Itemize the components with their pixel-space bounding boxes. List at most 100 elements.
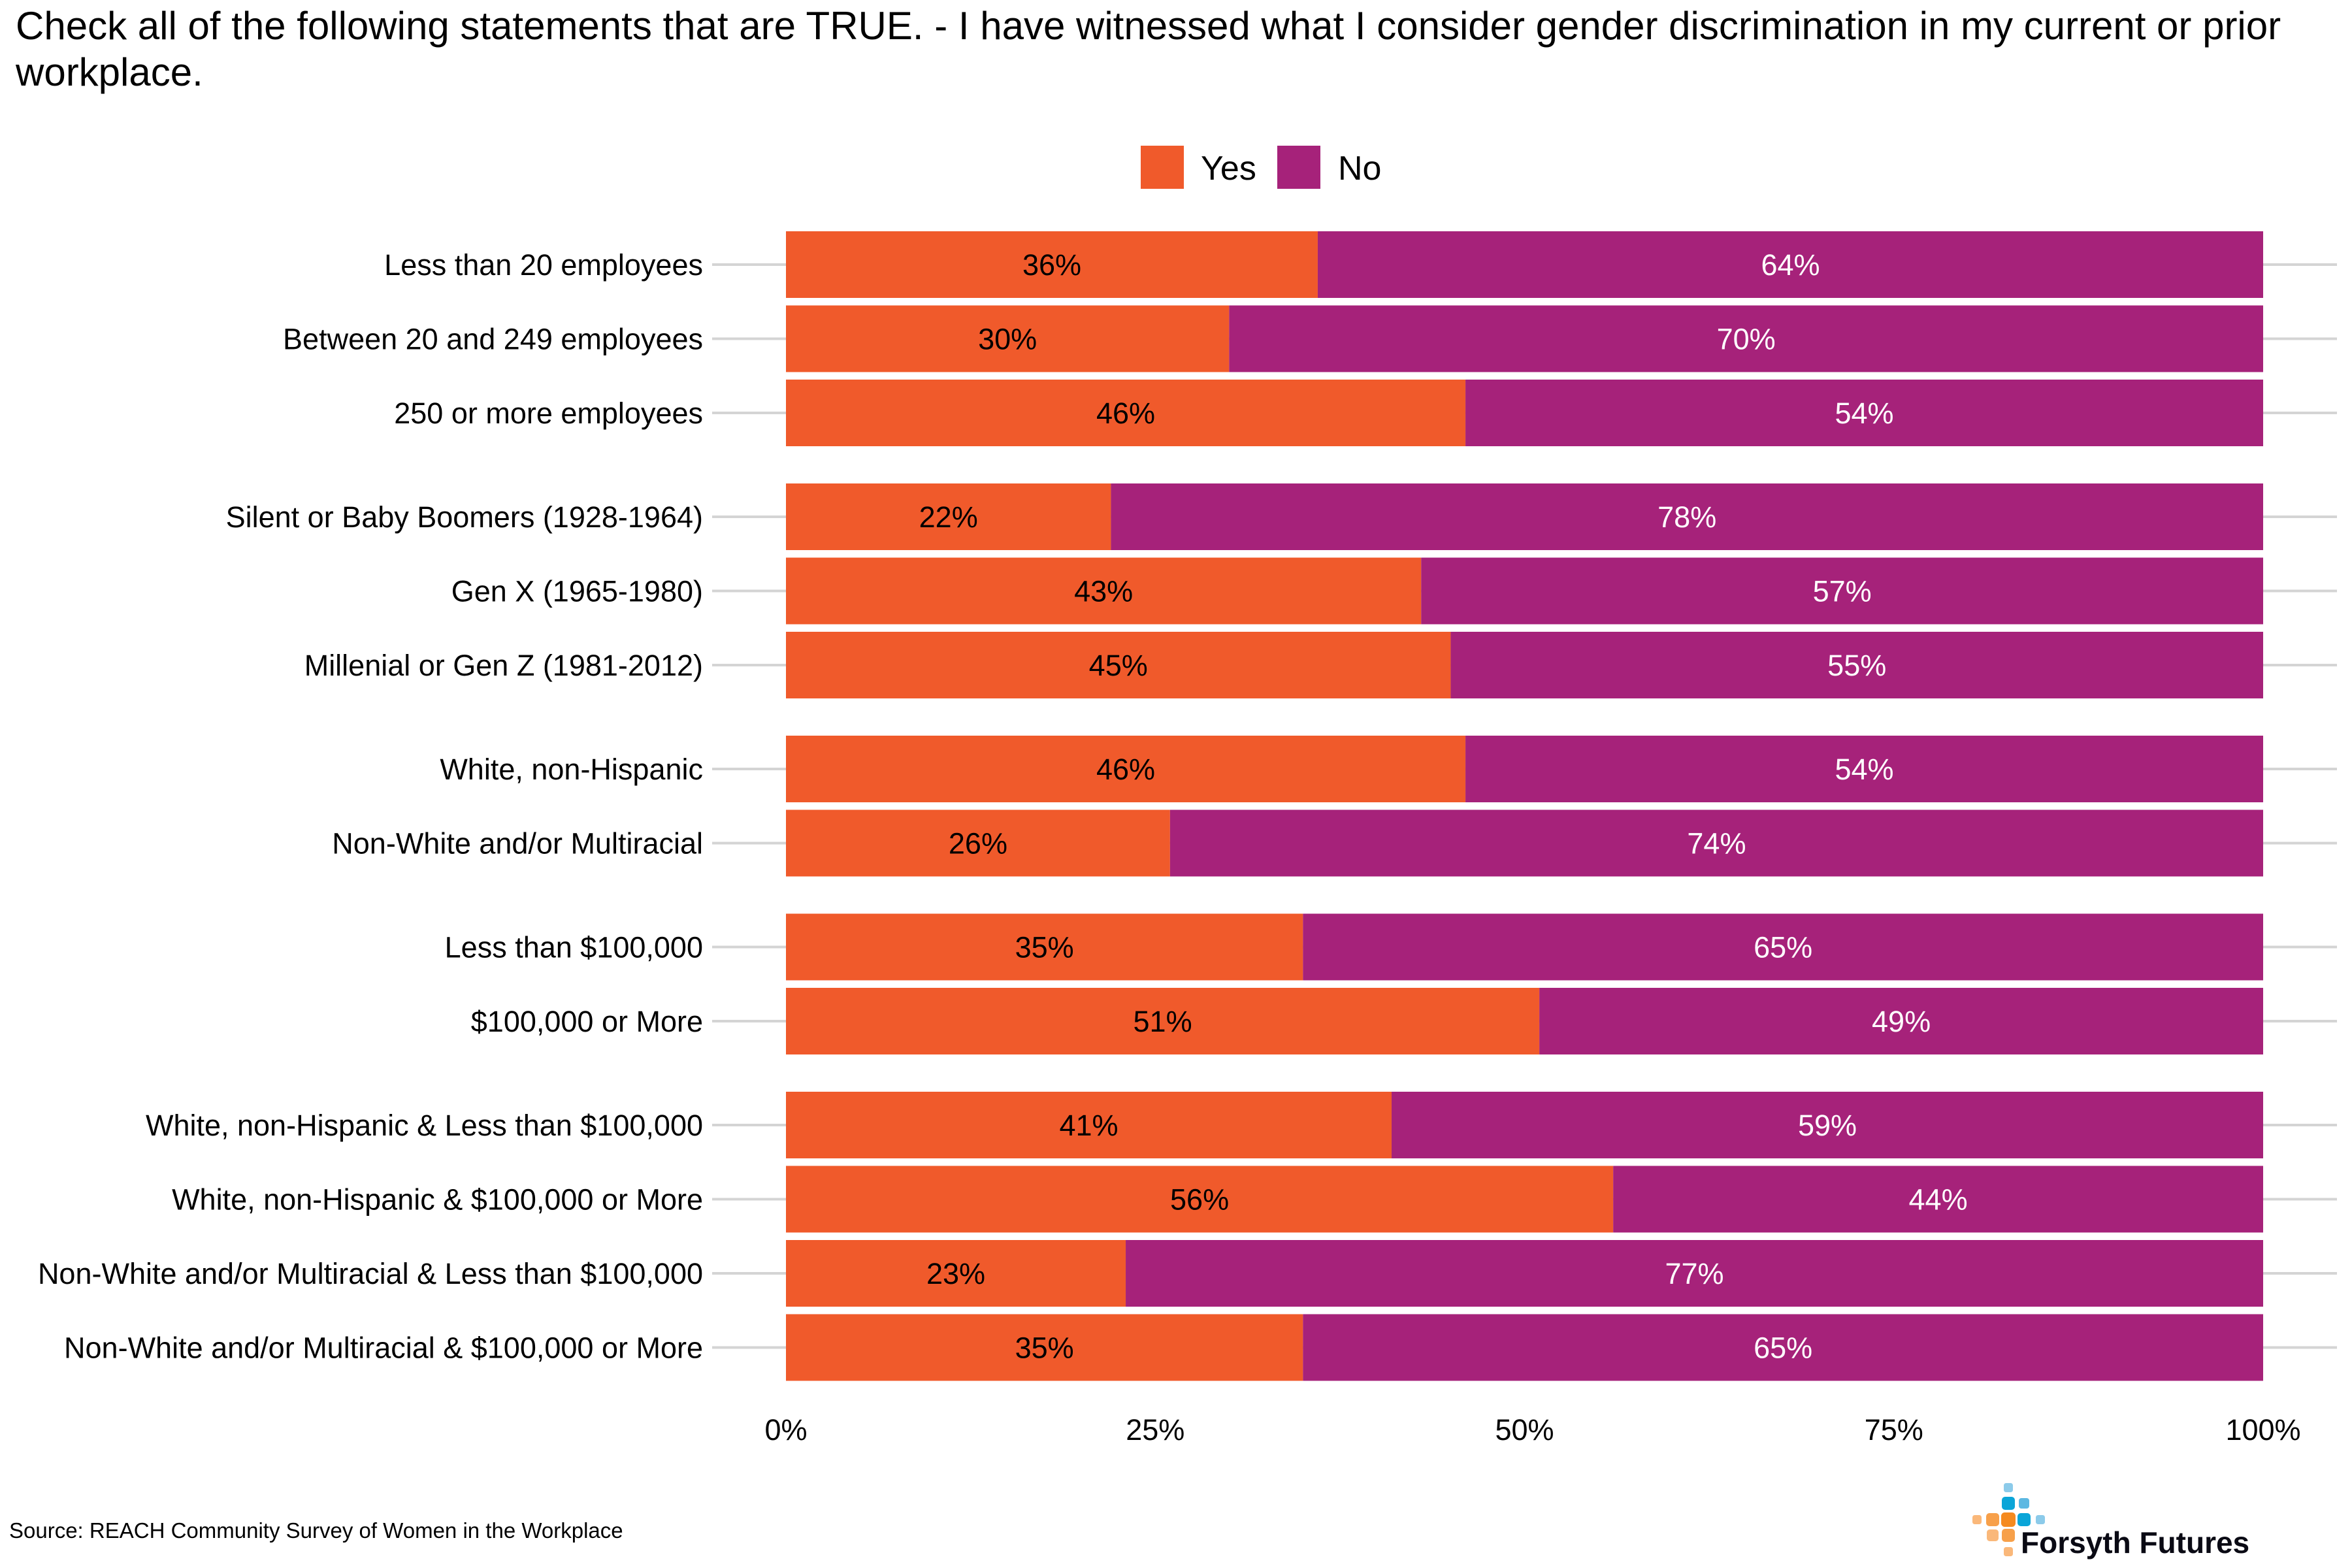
- logo-dot: [1972, 1515, 1982, 1524]
- category-label: White, non-Hispanic: [440, 753, 703, 786]
- value-label-no: 44%: [1909, 1183, 1968, 1217]
- bar-segment-no: [1465, 380, 2263, 446]
- category-label: Silent or Baby Boomers (1928-1964): [226, 500, 703, 534]
- x-tick-label: 50%: [1495, 1413, 1554, 1446]
- bar-row: 22% 78%: [786, 483, 2263, 550]
- logo-dot: [2001, 1512, 2016, 1527]
- bar-segment-yes: [786, 913, 1303, 981]
- bar-segment-yes: [786, 1240, 1126, 1307]
- x-tick-label: 100%: [2225, 1413, 2300, 1446]
- value-label-yes: 45%: [1089, 649, 1148, 682]
- bar-segment-no: [1539, 988, 2263, 1054]
- value-label-no: 55%: [1827, 649, 1886, 682]
- bar-segment-yes: [786, 1166, 1614, 1233]
- bar-row: 46% 54%: [786, 736, 2263, 802]
- category-label: Less than $100,000: [445, 931, 703, 964]
- value-label-no: 59%: [1798, 1109, 1857, 1142]
- bar-segment-yes: [786, 736, 1466, 802]
- value-label-yes: 46%: [1096, 397, 1155, 430]
- bar-row: 23% 77%: [786, 1240, 2263, 1307]
- logo-dot: [1986, 1513, 1999, 1526]
- bar-segment-yes: [786, 483, 1111, 550]
- category-label: $100,000 or More: [471, 1005, 703, 1038]
- value-label-yes: 26%: [949, 827, 1007, 860]
- value-label-no: 57%: [1813, 575, 1872, 608]
- legend-item-no: No: [1277, 146, 1381, 189]
- bar-segment-yes: [786, 380, 1466, 446]
- logo-text: Forsyth Futures: [2021, 1526, 2249, 1560]
- bar-segment-yes: [786, 632, 1451, 698]
- value-label-no: 54%: [1835, 397, 1893, 430]
- value-label-yes: 56%: [1170, 1183, 1229, 1217]
- value-label-yes: 46%: [1096, 753, 1155, 786]
- category-label: Gen X (1965-1980): [451, 575, 703, 608]
- x-tick-label: 75%: [1865, 1413, 1923, 1446]
- value-label-yes: 51%: [1134, 1005, 1192, 1038]
- legend-label: No: [1338, 150, 1381, 188]
- bar-segment-no: [1111, 483, 2263, 550]
- logo-dot: [2004, 1483, 2013, 1492]
- bar-row: 35% 65%: [786, 913, 2263, 981]
- value-label-yes: 41%: [1059, 1109, 1118, 1142]
- logo-dot: [1987, 1529, 1999, 1541]
- bar-segment-no: [1450, 632, 2263, 698]
- logo-dot: [2019, 1498, 2029, 1509]
- bar-segment-yes: [786, 809, 1170, 877]
- logo-dots-icon: [1972, 1483, 2045, 1556]
- bar-row: 26% 74%: [786, 809, 2263, 877]
- logo-dot: [2017, 1513, 2031, 1526]
- category-label: White, non-Hispanic & Less than $100,000: [146, 1109, 703, 1142]
- category-label: Less than 20 employees: [384, 248, 703, 282]
- category-label: Millenial or Gen Z (1981-2012): [304, 649, 703, 682]
- value-label-no: 77%: [1665, 1257, 1723, 1290]
- bar-row: 30% 70%: [786, 305, 2263, 372]
- bar-row: 45% 55%: [786, 632, 2263, 698]
- bar-segment-yes: [786, 988, 1540, 1054]
- bar-segment-no: [1421, 557, 2263, 625]
- logo-dot: [2004, 1547, 2013, 1556]
- bars: 36% 64% 30% 70% 46% 54% 22% 78% 43% 57% 45% 55% 46% 5…: [786, 231, 2263, 1381]
- bar-row: 51% 49%: [786, 988, 2263, 1054]
- value-label-yes: 35%: [1015, 931, 1074, 964]
- bar-segment-yes: [786, 231, 1318, 298]
- logo-dot: [2036, 1515, 2045, 1524]
- chart-title: Check all of the following statements th…: [16, 4, 2281, 94]
- category-label: Non-White and/or Multiracial: [332, 827, 703, 860]
- x-axis: 0% 25% 50% 75% 100%: [764, 1413, 2300, 1446]
- bar-segment-no: [1317, 231, 2263, 298]
- bar-segment-no: [1229, 305, 2263, 372]
- bar-segment-yes: [786, 305, 1230, 372]
- category-label: 250 or more employees: [394, 397, 703, 430]
- legend-item-yes: Yes: [1141, 146, 1256, 189]
- bar-segment-no: [1465, 736, 2263, 802]
- bar-segment-yes: [786, 1314, 1303, 1381]
- value-label-yes: 43%: [1074, 575, 1133, 608]
- bar-segment-yes: [786, 1092, 1392, 1158]
- value-label-yes: 23%: [926, 1257, 985, 1290]
- value-label-no: 49%: [1872, 1005, 1931, 1038]
- bar-segment-no: [1303, 1314, 2263, 1381]
- bar-row: 41% 59%: [786, 1092, 2263, 1158]
- bar-segment-yes: [786, 557, 1422, 625]
- bar-row: 46% 54%: [786, 380, 2263, 446]
- category-label: Non-White and/or Multiracial & Less than…: [38, 1257, 703, 1290]
- value-label-no: 65%: [1754, 931, 1812, 964]
- bar-segment-no: [1613, 1166, 2263, 1233]
- forsyth-futures-logo: Forsyth Futures: [1972, 1483, 2249, 1560]
- category-label: White, non-Hispanic & $100,000 or More: [172, 1183, 703, 1217]
- legend: Yes No: [1141, 146, 1381, 189]
- bar-row: 56% 44%: [786, 1166, 2263, 1233]
- category-label: Non-White and/or Multiracial & $100,000 …: [64, 1331, 703, 1365]
- category-label: Between 20 and 249 employees: [283, 323, 703, 356]
- legend-label: Yes: [1201, 150, 1256, 188]
- value-label-yes: 30%: [978, 323, 1037, 356]
- bar-row: 36% 64%: [786, 231, 2263, 298]
- logo-dot: [2002, 1529, 2015, 1542]
- logo-dot: [2002, 1497, 2015, 1510]
- x-tick-label: 0%: [764, 1413, 807, 1446]
- category-labels: Less than 20 employees Between 20 and 249…: [38, 248, 703, 1365]
- source-note: Source: REACH Community Survey of Women …: [9, 1518, 623, 1543]
- value-label-no: 70%: [1717, 323, 1776, 356]
- value-label-no: 74%: [1687, 827, 1746, 860]
